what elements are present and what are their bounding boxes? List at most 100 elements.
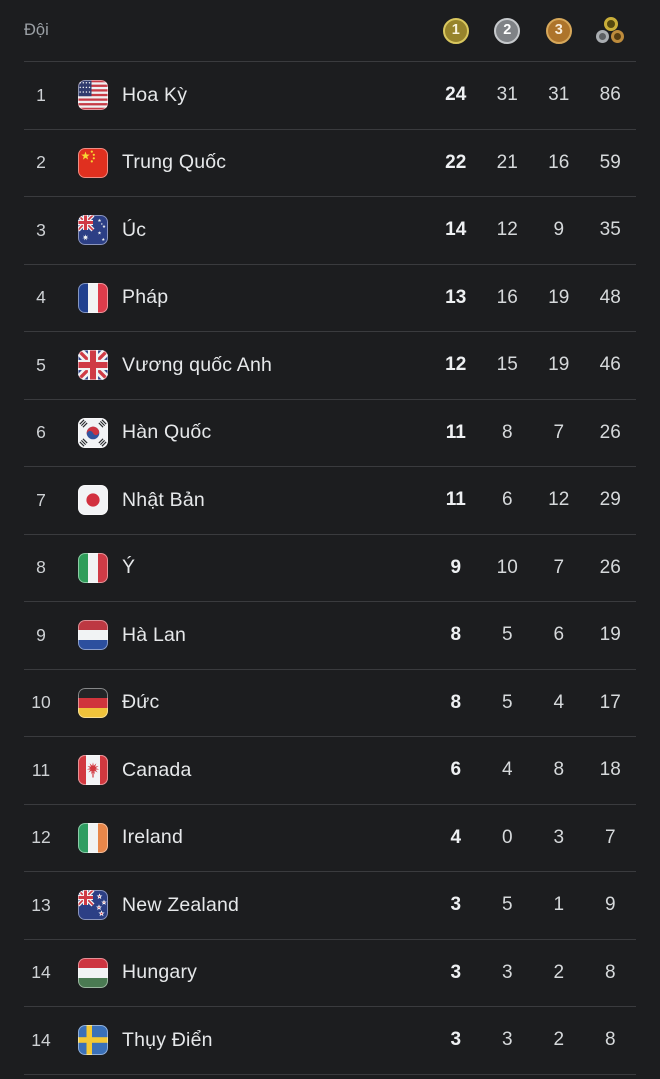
gold-count: 12: [445, 354, 467, 376]
country-name: Thụy Điển: [122, 1028, 213, 1051]
bronze-count: 7: [553, 421, 565, 443]
gold-column-header: 1: [430, 17, 482, 44]
silver-count: 0: [501, 826, 513, 848]
bronze-count: 4: [553, 691, 565, 713]
total-gold-dot: [603, 17, 618, 31]
total-count: 29: [599, 489, 621, 511]
gold-count: 4: [450, 826, 462, 848]
total-count: 46: [599, 354, 621, 376]
rank-label: 6: [36, 422, 46, 443]
bronze-count: 19: [548, 354, 570, 376]
country-name: Hàn Quốc: [122, 421, 212, 444]
silver-medal-icon: 2: [494, 17, 521, 44]
gold-count: 3: [450, 961, 462, 983]
silver-count: 4: [501, 759, 513, 781]
table-row: 1 Hoa Kỳ 24 31 31 86: [24, 62, 636, 130]
bronze-count: 9: [553, 219, 565, 241]
gold-count: 6: [450, 759, 462, 781]
bronze-count: 6: [553, 624, 565, 646]
gold-count: 8: [450, 691, 462, 713]
gold-count: 14: [445, 219, 467, 241]
table-row: 14 Hungary 3 3 2 8: [24, 940, 636, 1007]
rank-label: 5: [36, 354, 46, 375]
silver-count: 12: [496, 219, 518, 241]
bronze-medal-icon: 3: [545, 17, 572, 44]
gold-count: 8: [450, 624, 462, 646]
total-count: 8: [604, 1029, 616, 1051]
bronze-count: 2: [553, 961, 565, 983]
country-name: Ý: [122, 556, 136, 579]
gold-count: 9: [450, 556, 462, 578]
country-name: Hà Lan: [122, 623, 187, 646]
bronze-count: 3: [553, 826, 565, 848]
table-row: 10 Đức 8 5 4 17: [24, 670, 636, 737]
total-medals-icon: [595, 17, 625, 44]
silver-count: 3: [501, 961, 513, 983]
table-row: 2 Trung Quốc 22 21 16 59: [24, 130, 636, 197]
silver-count: 8: [501, 421, 513, 443]
bronze-count: 7: [553, 556, 565, 578]
rank-label: 7: [36, 489, 46, 510]
rank-label: 13: [31, 894, 51, 915]
gold-count: 3: [450, 1029, 462, 1051]
flag-hu-icon: [78, 957, 108, 988]
total-count: 26: [599, 556, 621, 578]
total-column-header: [585, 17, 637, 44]
total-count: 26: [599, 421, 621, 443]
rank-label: 10: [31, 692, 51, 713]
silver-count: 31: [496, 84, 518, 106]
flag-fr-icon: [78, 282, 108, 313]
table-row: 6 Hàn Quốc 11 8 7 26: [24, 400, 636, 467]
gold-medal-icon: 1: [442, 17, 469, 44]
table-row: 8 Ý 9 10 7 26: [24, 535, 636, 602]
gold-count: 24: [445, 84, 467, 106]
total-silver-dot: [595, 30, 609, 43]
country-name: Vương quốc Anh: [122, 353, 273, 376]
table-row: 5 Vương quốc Anh 12 15 19 46: [24, 332, 636, 400]
silver-count: 5: [501, 894, 513, 916]
table-row: 14 Thụy Điển 3 3 2 8: [24, 1007, 636, 1075]
silver-count: 5: [501, 691, 513, 713]
bronze-count: 2: [553, 1029, 565, 1051]
silver-count: 10: [496, 556, 518, 578]
flag-nl-icon: [78, 620, 108, 651]
gold-count: 13: [445, 286, 467, 308]
rank-label: 8: [36, 557, 46, 578]
gold-count: 22: [445, 151, 467, 173]
total-count: 19: [599, 624, 621, 646]
rank-label: 4: [36, 287, 46, 308]
country-name: Ireland: [122, 826, 184, 849]
silver-column-header: 2: [482, 17, 534, 44]
silver-count: 15: [496, 354, 518, 376]
rank-label: 14: [31, 1029, 51, 1050]
country-name: Trung Quốc: [122, 151, 227, 174]
flag-gb-icon: [78, 350, 108, 381]
total-count: 35: [599, 219, 621, 241]
flag-ca-icon: [78, 755, 108, 786]
bronze-count: 16: [548, 151, 570, 173]
total-bronze-dot: [610, 30, 624, 43]
rank-label: 11: [31, 759, 51, 780]
medal-table-body: 1 Hoa Kỳ 24 31 31 86 2 Trung Quốc 22 21 16 59 3 Úc 14 1…: [0, 62, 660, 1075]
total-count: 7: [604, 826, 616, 848]
total-count: 8: [604, 961, 616, 983]
table-row: 7 Nhật Bản 11 6 12 29: [24, 467, 636, 535]
bronze-count: 12: [548, 489, 570, 511]
silver-count: 16: [496, 286, 518, 308]
table-row: 4 Pháp 13 16 19 48: [24, 265, 636, 332]
bronze-count: 1: [553, 894, 565, 916]
rank-label: 3: [36, 219, 46, 240]
gold-count: 3: [450, 894, 462, 916]
country-name: Hoa Kỳ: [122, 83, 188, 106]
country-name: New Zealand: [122, 893, 240, 916]
silver-count: 5: [501, 624, 513, 646]
flag-cn-icon: [78, 147, 108, 178]
country-name: Pháp: [122, 286, 169, 309]
flag-it-icon: [78, 552, 108, 583]
flag-se-icon: [78, 1025, 108, 1056]
table-row: 13 New Zealand 3 5 1 9: [24, 872, 636, 940]
rank-label: 12: [31, 827, 51, 848]
total-count: 48: [599, 286, 621, 308]
country-name: Nhật Bản: [122, 488, 205, 511]
